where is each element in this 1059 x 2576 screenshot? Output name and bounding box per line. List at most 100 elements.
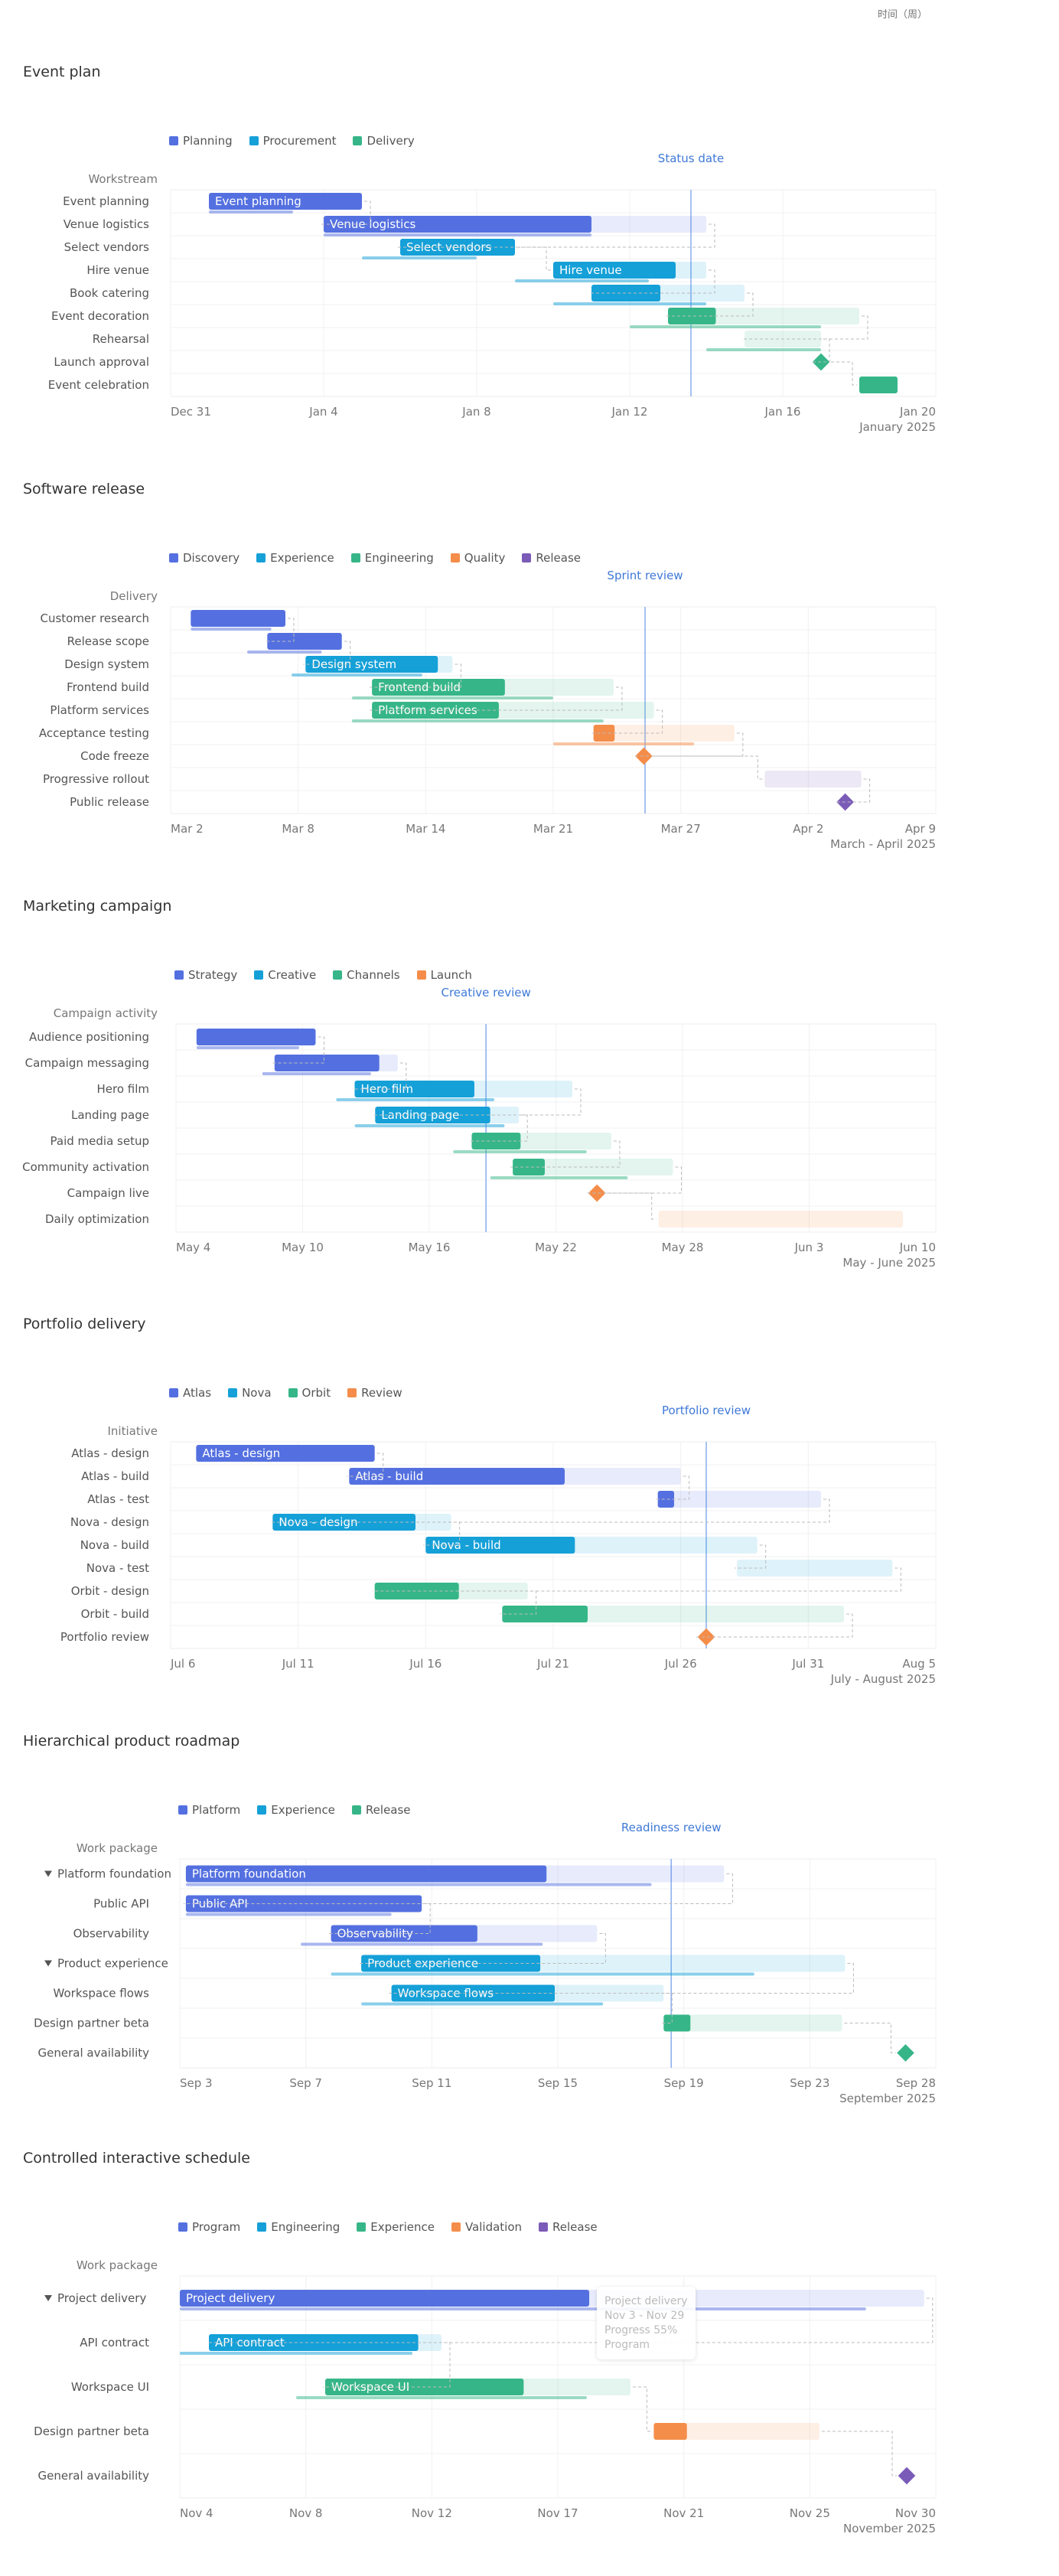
task-progress-bar[interactable] bbox=[663, 2014, 691, 2032]
task-progress-bar[interactable] bbox=[196, 1029, 316, 1045]
tick-label: May 4 bbox=[176, 1241, 210, 1254]
legend-item[interactable]: Nova bbox=[228, 1386, 272, 1400]
milestone-diamond[interactable] bbox=[635, 747, 653, 765]
task-progress-bar[interactable] bbox=[324, 216, 591, 233]
task-progress-bar[interactable] bbox=[471, 1133, 521, 1149]
legend-item[interactable]: Validation bbox=[451, 2220, 522, 2234]
tick-label: Sep 7 bbox=[289, 2076, 322, 2090]
chart-title: Event plan bbox=[23, 64, 101, 80]
task-track[interactable] bbox=[657, 1491, 821, 1508]
task-progress-bar[interactable] bbox=[180, 2290, 590, 2307]
task-progress-bar[interactable] bbox=[859, 377, 898, 393]
collapse-caret-icon[interactable] bbox=[44, 1870, 52, 1877]
collapse-caret-icon[interactable] bbox=[44, 2295, 52, 2301]
tick-label: Jun 3 bbox=[794, 1241, 824, 1254]
task-progress-bar[interactable] bbox=[502, 1606, 588, 1622]
legend-label: Discovery bbox=[183, 551, 240, 565]
tick-label: Nov 17 bbox=[537, 2506, 578, 2520]
task-bar-label: Venue logistics bbox=[330, 217, 415, 231]
task-progress-bar[interactable] bbox=[196, 1445, 375, 1462]
tick-label: Jun 10 bbox=[899, 1241, 936, 1254]
task-bar-label: Workspace flows bbox=[398, 1987, 494, 2000]
task-progress-bar[interactable] bbox=[653, 2423, 687, 2440]
task-track[interactable] bbox=[653, 2423, 820, 2440]
task-progress-bar[interactable] bbox=[374, 1583, 459, 1599]
planned-baseline bbox=[209, 210, 293, 214]
legend-swatch bbox=[256, 553, 266, 562]
legend-item[interactable]: Strategy bbox=[174, 968, 237, 982]
task-progress-bar[interactable] bbox=[657, 1491, 674, 1508]
legend-item[interactable]: Platform bbox=[178, 1803, 240, 1817]
tick-label: Jan 12 bbox=[611, 405, 648, 419]
legend-item[interactable]: Quality bbox=[450, 551, 505, 565]
legend-item[interactable]: Planning bbox=[169, 134, 233, 148]
legend-item[interactable]: Experience bbox=[257, 1803, 335, 1817]
task-progress-bar[interactable] bbox=[513, 1159, 546, 1176]
milestone-diamond[interactable] bbox=[898, 2467, 916, 2485]
task-track[interactable] bbox=[593, 725, 735, 742]
legend-item[interactable]: Experience bbox=[357, 2220, 435, 2234]
planned-baseline bbox=[191, 628, 272, 631]
legend-label: Release bbox=[365, 1803, 411, 1817]
task-progress-bar[interactable] bbox=[553, 262, 676, 279]
task-progress-bar[interactable] bbox=[668, 308, 716, 324]
task-progress-bar[interactable] bbox=[305, 656, 438, 673]
legend-item[interactable]: Release bbox=[539, 2220, 598, 2234]
dependency-connector bbox=[389, 1963, 854, 1994]
collapse-caret-icon[interactable] bbox=[44, 1960, 52, 1967]
legend-item[interactable]: Release bbox=[522, 551, 581, 565]
task-track[interactable] bbox=[764, 771, 862, 787]
dependency-connector bbox=[589, 269, 715, 294]
task-progress-bar[interactable] bbox=[375, 1107, 490, 1123]
legend-item[interactable]: Release bbox=[351, 1803, 411, 1817]
dependency-connector bbox=[469, 1114, 528, 1142]
legend-item[interactable]: Discovery bbox=[169, 551, 239, 565]
dependency-connector bbox=[303, 641, 351, 665]
task-progress-bar[interactable] bbox=[361, 1955, 541, 1972]
legend-item[interactable]: Delivery bbox=[353, 134, 415, 148]
legend-item[interactable]: Engineering bbox=[257, 2220, 340, 2234]
task-progress-bar[interactable] bbox=[185, 1865, 547, 1883]
legend-label: Experience bbox=[370, 2220, 435, 2234]
dependency-connector bbox=[272, 1036, 324, 1064]
legend-item[interactable]: Experience bbox=[256, 551, 334, 565]
legend-item[interactable]: Orbit bbox=[288, 1386, 331, 1400]
task-progress-bar[interactable] bbox=[425, 1537, 575, 1554]
legend-item[interactable]: Creative bbox=[254, 968, 316, 982]
task-progress-bar[interactable] bbox=[372, 679, 505, 696]
legend-label: Release bbox=[536, 551, 581, 565]
milestone-diamond[interactable] bbox=[697, 1628, 715, 1646]
legend-label: Orbit bbox=[301, 1386, 331, 1400]
legend-item[interactable]: Program bbox=[178, 2220, 240, 2234]
legend-item[interactable]: Launch bbox=[416, 968, 472, 982]
gantt-svg: Work package Sep 3 Sep 7 Sep 11 Sep 15 Sep 19… bbox=[34, 1821, 937, 2105]
legend-item[interactable]: Atlas bbox=[169, 1386, 211, 1400]
planned-baseline bbox=[362, 256, 477, 259]
legend-item[interactable]: Review bbox=[347, 1386, 402, 1400]
task-progress-bar[interactable] bbox=[267, 633, 342, 650]
row-label: Launch approval bbox=[54, 355, 149, 369]
task-progress-bar[interactable] bbox=[349, 1468, 565, 1485]
legend-item[interactable]: Procurement bbox=[249, 134, 336, 148]
task-bar-label: Platform services bbox=[378, 703, 477, 717]
task-progress-bar[interactable] bbox=[274, 1055, 380, 1071]
row-label: Portfolio review bbox=[60, 1630, 149, 1644]
legend-label: Experience bbox=[271, 1803, 335, 1817]
task-progress-bar[interactable] bbox=[391, 1984, 556, 2002]
milestone-diamond[interactable] bbox=[588, 1184, 606, 1202]
legend-label: Launch bbox=[430, 968, 472, 982]
task-progress-bar[interactable] bbox=[354, 1081, 474, 1097]
dependency-connector bbox=[844, 2023, 896, 2053]
task-progress-bar[interactable] bbox=[185, 1895, 422, 1912]
task-progress-bar[interactable] bbox=[209, 193, 362, 210]
planned-baseline bbox=[354, 1124, 505, 1127]
legend-label: Validation bbox=[464, 2220, 523, 2234]
task-progress-bar[interactable] bbox=[191, 610, 285, 627]
task-track[interactable] bbox=[737, 1560, 893, 1577]
task-bar-label: Product experience bbox=[367, 1957, 478, 1971]
legend-item[interactable]: Channels bbox=[333, 968, 400, 982]
legend-item[interactable]: Engineering bbox=[350, 551, 434, 565]
task-track[interactable] bbox=[663, 2014, 842, 2032]
task-track[interactable] bbox=[658, 1211, 904, 1228]
milestone-diamond[interactable] bbox=[897, 2044, 914, 2062]
